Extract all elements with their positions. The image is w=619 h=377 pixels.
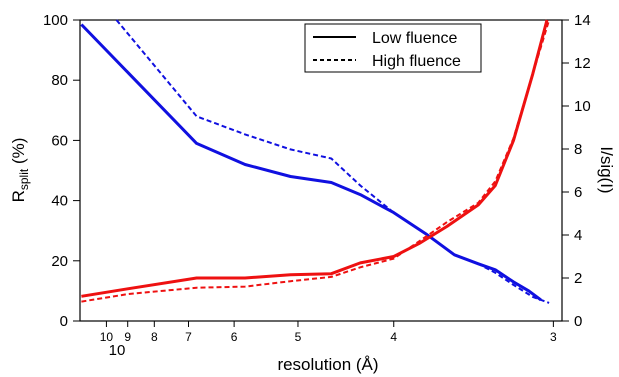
legend: Low fluence High fluence [304,23,482,73]
y-right-tick-label: 10 [574,98,591,115]
y-right-tick-label: 4 [574,227,582,244]
y-right-tick-label: 8 [574,141,582,158]
y-left-tick-label: 60 [51,132,68,149]
y-left-title: Rsplit (%) [9,138,31,203]
y-right-tick-label: 14 [574,12,591,29]
y-right-tick-label: 6 [574,184,582,201]
legend-label-low: Low fluence [372,30,457,47]
plot-frame [79,19,563,322]
y-left-tick-label: 0 [60,313,68,330]
y-right-tick-label: 12 [574,55,591,72]
y-left-tick-label: 80 [51,72,68,89]
y-right-tick-label: 2 [574,270,582,287]
y-left-tick-label: 100 [43,12,68,29]
y-right-title: I/sig(I) [597,146,616,193]
x-tick-label: 6 [231,330,238,344]
x-major-tick-label: 10 [109,342,126,359]
series-isig-low-line [81,19,549,298]
x-tick-label: 4 [390,330,397,344]
x-tick-label: 7 [185,330,192,344]
y-right-tick-label: 0 [574,313,582,330]
x-axis-title: resolution (Å) [277,355,378,374]
y-left-tick-label: 20 [51,253,68,270]
x-tick-label: 3 [550,330,557,344]
x-tick-label: 8 [151,330,158,344]
series-isig-high-line [81,19,551,303]
legend-label-high: High fluence [372,53,461,70]
series-rsplit-high-line [115,19,550,304]
y-left-tick-label: 40 [51,193,68,210]
x-tick-label: 9 [124,330,131,344]
x-tick-label: 10 [100,330,114,344]
x-tick-label: 5 [295,330,302,344]
legend-box [304,23,482,73]
